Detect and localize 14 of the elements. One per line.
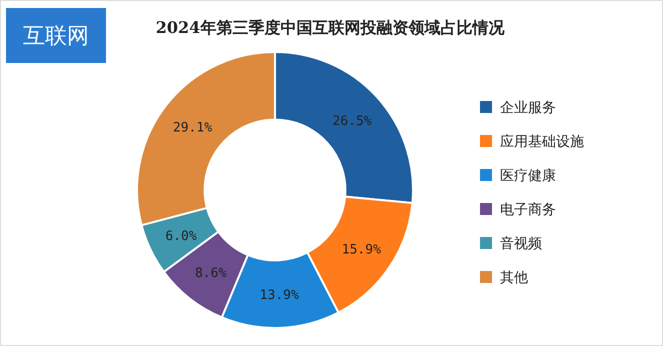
badge: 互联网 — [6, 8, 106, 63]
legend-label: 其他 — [500, 270, 528, 286]
legend-label: 医疗健康 — [500, 168, 556, 184]
legend-label: 企业服务 — [500, 100, 556, 116]
data-label: 29.1% — [172, 120, 212, 136]
chart-title: 2024年第三季度中国互联网投融资领域占比情况 — [156, 18, 506, 37]
data-label: 13.9% — [260, 288, 299, 304]
data-label: 26.5% — [332, 114, 372, 129]
legend-label: 电子商务 — [500, 202, 556, 218]
legend-label: 应用基础设施 — [500, 134, 584, 150]
data-label: 15.9% — [342, 242, 382, 258]
data-label: 8.6% — [194, 266, 226, 281]
legend-label: 音视频 — [500, 236, 542, 252]
data-label: 6.0% — [165, 228, 197, 244]
